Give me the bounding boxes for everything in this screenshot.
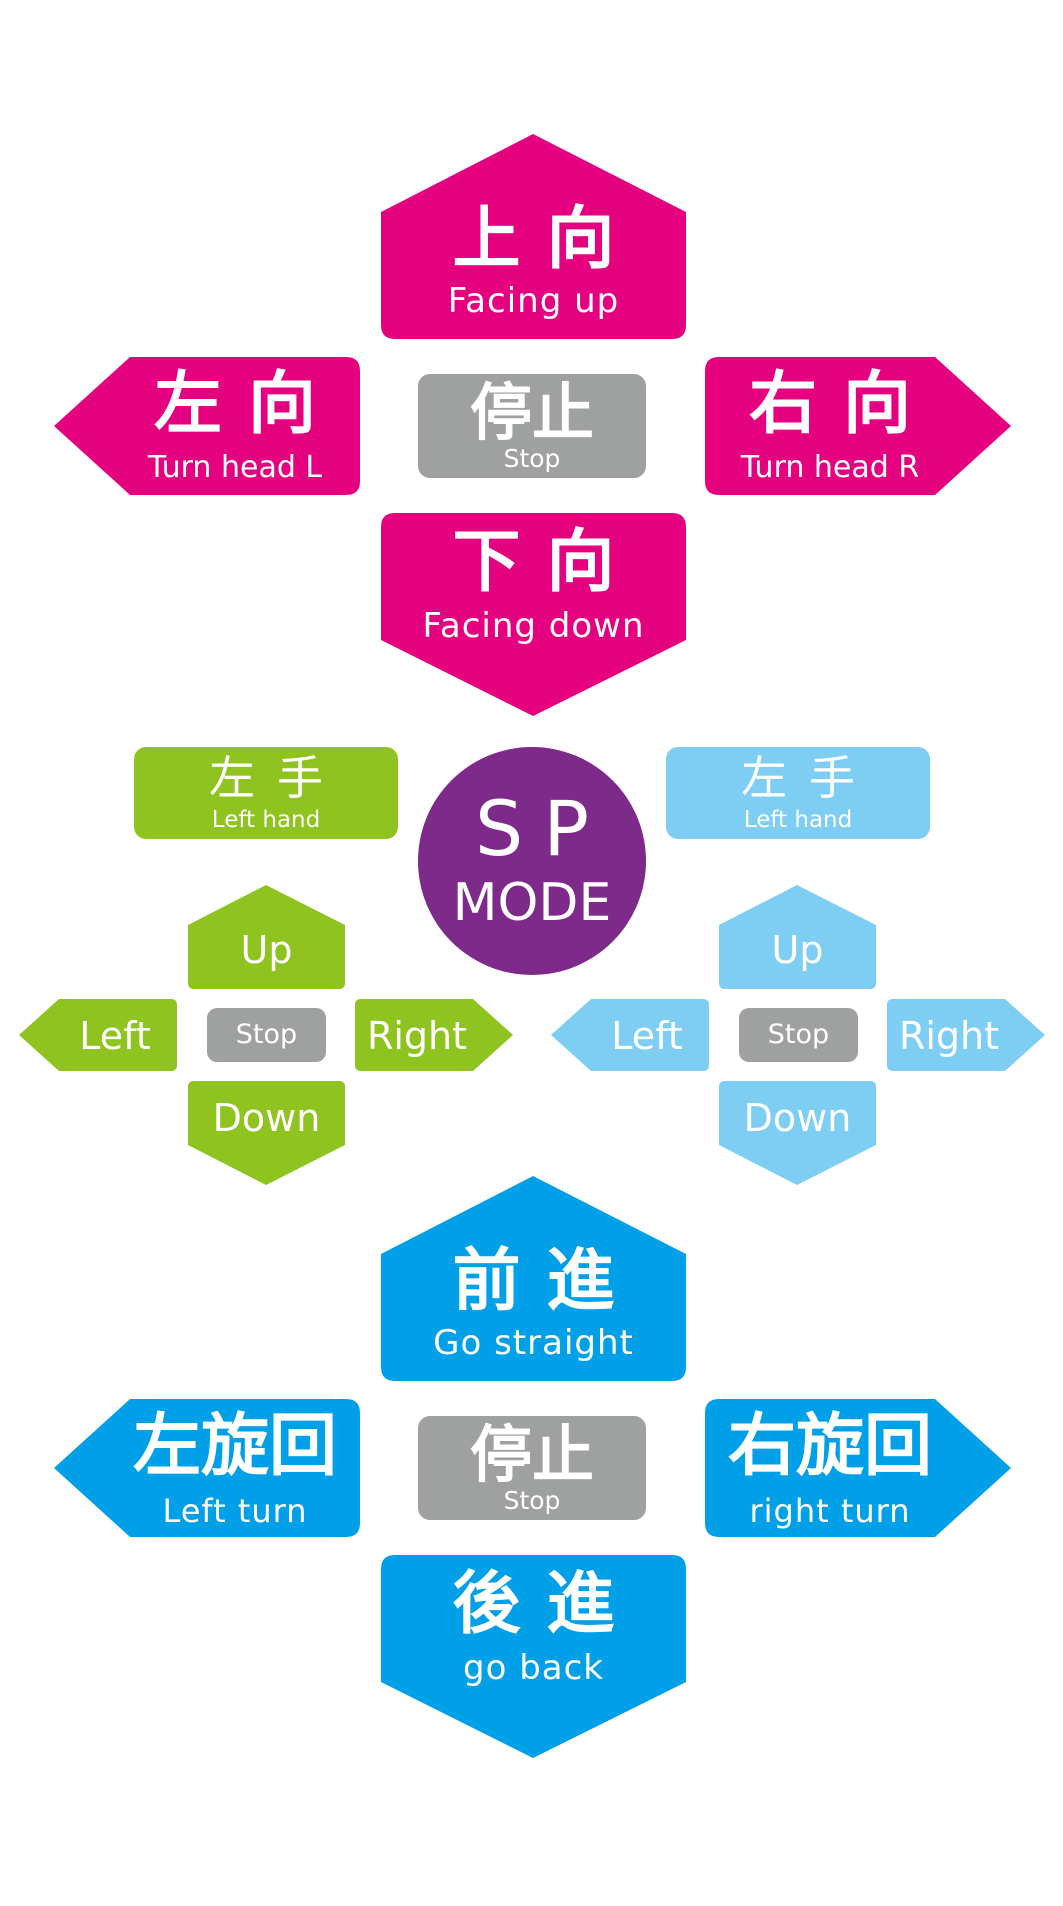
sp-mode-line2: MODE [452,873,612,933]
arrow-right-shape [355,999,513,1071]
head-up-button[interactable]: 上向 Facing up [381,134,686,339]
move-stop-button[interactable]: 停止 Stop [418,1416,646,1520]
arrow-left-shape [54,357,360,495]
arrow-left-shape [19,999,177,1071]
move-stop-label-en: Stop [503,1486,561,1515]
head-down-button[interactable]: 下向 Facing down [381,513,686,716]
arrow-down-shape [188,1081,345,1185]
move-back-label-jp: 後進 [452,1565,641,1644]
right-hand-down-button[interactable]: Down [719,1081,876,1185]
head-left-button[interactable]: 左向 Turn head L [54,357,360,495]
right-hand-title: 左手 Left hand [666,747,930,839]
arrow-up-shape [381,134,686,339]
arrow-up-shape [381,1176,686,1381]
left-hand-right-button[interactable]: Right [355,999,513,1071]
move-stop-label-jp: 停止 [469,1418,594,1491]
left-hand-title-jp: 左手 [209,751,345,805]
left-hand-left-button[interactable]: Left [19,999,177,1071]
move-forward-button[interactable]: 前進 Go straight [381,1176,686,1381]
arrow-up-shape [188,885,345,989]
right-hand-up-label: Up [771,928,824,972]
move-right-label-jp: 右旋回 [727,1407,932,1486]
head-up-label-en: Facing up [447,281,620,321]
right-hand-up-button[interactable]: Up [719,885,876,989]
arrow-down-shape [381,1555,686,1758]
left-hand-up-label: Up [240,928,293,972]
right-hand-title-en: Left hand [743,807,853,833]
left-hand-down-button[interactable]: Down [188,1081,345,1185]
right-hand-down-label: Down [743,1096,852,1140]
head-down-label-jp: 下向 [452,523,641,602]
right-hand-left-button[interactable]: Left [551,999,709,1071]
right-hand-right-label: Right [898,1014,1000,1058]
head-right-label-jp: 右向 [748,365,937,444]
arrow-right-shape [887,999,1045,1071]
move-back-label-en: go back [463,1648,604,1688]
left-hand-title: 左手 Left hand [134,747,398,839]
head-up-label-jp: 上向 [452,200,641,279]
move-left-label-en: Left turn [162,1492,308,1530]
arrow-left-shape [54,1399,360,1537]
right-hand-title-jp: 左手 [741,751,877,805]
head-stop-label-jp: 停止 [469,376,594,449]
move-forward-label-jp: 前進 [452,1242,641,1321]
move-back-button[interactable]: 後進 go back [381,1555,686,1758]
stop-shape [418,1416,646,1520]
arrow-left-shape [551,999,709,1071]
move-left-label-jp: 左旋回 [132,1407,337,1486]
arrow-right-shape [705,1399,1011,1537]
arrow-down-shape [381,513,686,716]
right-hand-stop-button[interactable]: Stop [739,1008,858,1062]
left-hand-up-button[interactable]: Up [188,885,345,989]
head-down-label-en: Facing down [422,606,645,646]
move-right-label-en: right turn [749,1492,911,1530]
sp-mode-line1: SP [474,784,610,873]
left-hand-down-label: Down [212,1096,321,1140]
arrow-down-shape [719,1081,876,1185]
sp-mode-button[interactable]: SP MODE [418,747,646,975]
stop-shape [418,374,646,478]
left-hand-stop-label: Stop [235,1019,298,1050]
left-hand-left-label: Left [79,1014,151,1058]
left-hand-stop-button[interactable]: Stop [207,1008,326,1062]
head-stop-button[interactable]: 停止 Stop [418,374,646,478]
head-left-label-jp: 左向 [153,365,342,444]
right-hand-stop-label: Stop [767,1019,830,1050]
head-right-button[interactable]: 右向 Turn head R [705,357,1011,495]
arrow-up-shape [719,885,876,989]
head-left-label-en: Turn head L [147,450,323,485]
left-hand-right-label: Right [366,1014,468,1058]
move-left-turn-button[interactable]: 左旋回 Left turn [54,1399,360,1537]
move-forward-label-en: Go straight [433,1323,634,1363]
arrow-right-shape [705,357,1011,495]
head-right-label-en: Turn head R [740,450,920,485]
move-right-turn-button[interactable]: 右旋回 right turn [705,1399,1011,1537]
right-hand-right-button[interactable]: Right [887,999,1045,1071]
right-hand-left-label: Left [611,1014,683,1058]
head-stop-label-en: Stop [503,444,561,473]
left-hand-title-en: Left hand [211,807,321,833]
